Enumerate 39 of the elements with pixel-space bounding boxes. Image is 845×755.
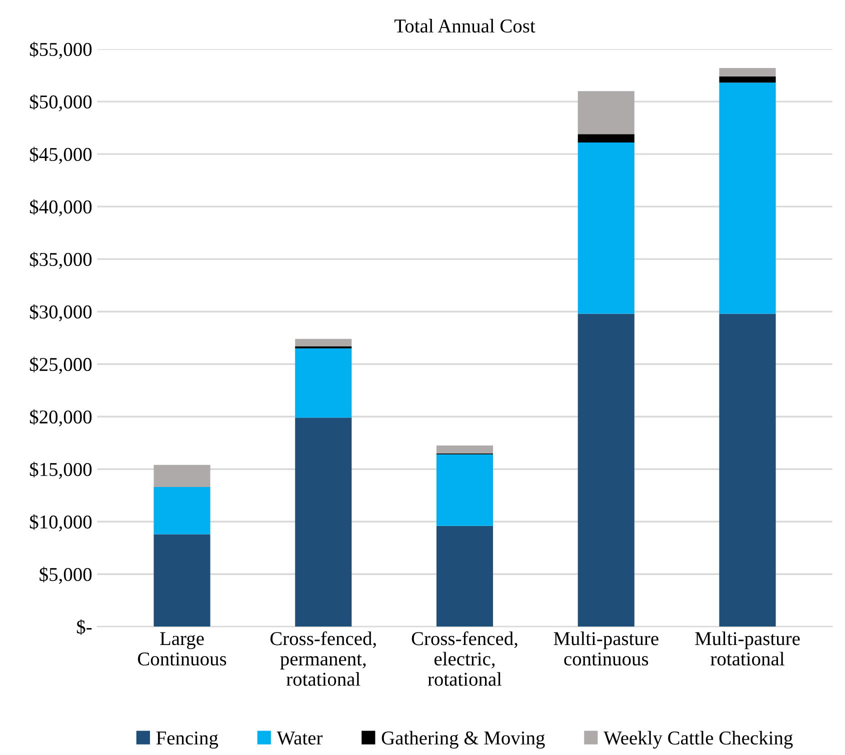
y-tick-label: $10,000 bbox=[30, 514, 92, 532]
bar bbox=[295, 418, 352, 627]
y-tick-label: $5,000 bbox=[40, 566, 92, 584]
x-tick-label: Multi-pasture rotational bbox=[695, 632, 800, 666]
x-tick-label: Cross-fenced, permanent, rotational bbox=[270, 631, 376, 686]
bar bbox=[719, 82, 776, 314]
bar bbox=[154, 534, 210, 627]
chart-title: Total Annual Cost bbox=[394, 18, 536, 33]
bar bbox=[719, 76, 776, 83]
bar bbox=[436, 454, 494, 526]
bar bbox=[154, 464, 210, 487]
legend-label: Gathering & Moving bbox=[382, 730, 545, 749]
y-tick-label: $25,000 bbox=[30, 356, 92, 374]
x-tick-label: Multi-pasture continuous bbox=[554, 632, 658, 666]
bar bbox=[578, 134, 634, 143]
bar bbox=[578, 142, 634, 314]
y-tick-label: $40,000 bbox=[30, 199, 92, 216]
legend-label: Water bbox=[276, 732, 323, 745]
bar bbox=[719, 68, 776, 76]
y-tick-label: $55,000 bbox=[30, 42, 92, 59]
y-tick-label: $50,000 bbox=[30, 94, 92, 112]
bar bbox=[436, 446, 494, 454]
y-tick-label: $20,000 bbox=[30, 409, 92, 426]
bar bbox=[295, 338, 352, 346]
y-tick-label: $30,000 bbox=[30, 304, 92, 322]
bar bbox=[295, 348, 352, 418]
y-tick-label: $45,000 bbox=[30, 146, 92, 164]
x-tick-label: Large Continuous bbox=[138, 632, 226, 666]
y-tick-label: $35,000 bbox=[30, 252, 92, 269]
bar bbox=[436, 526, 494, 627]
legend-label: Weekly Cattle Checking bbox=[604, 730, 793, 749]
x-tick-label: Cross-fenced, electric, rotational bbox=[412, 631, 518, 686]
bar bbox=[154, 486, 210, 534]
bar bbox=[578, 91, 634, 134]
bar bbox=[578, 314, 634, 627]
y-tick-label: $15,000 bbox=[30, 462, 92, 479]
legend-label: Fencing bbox=[156, 732, 218, 749]
bar bbox=[719, 314, 776, 627]
y-tick-label: $- bbox=[76, 619, 92, 635]
